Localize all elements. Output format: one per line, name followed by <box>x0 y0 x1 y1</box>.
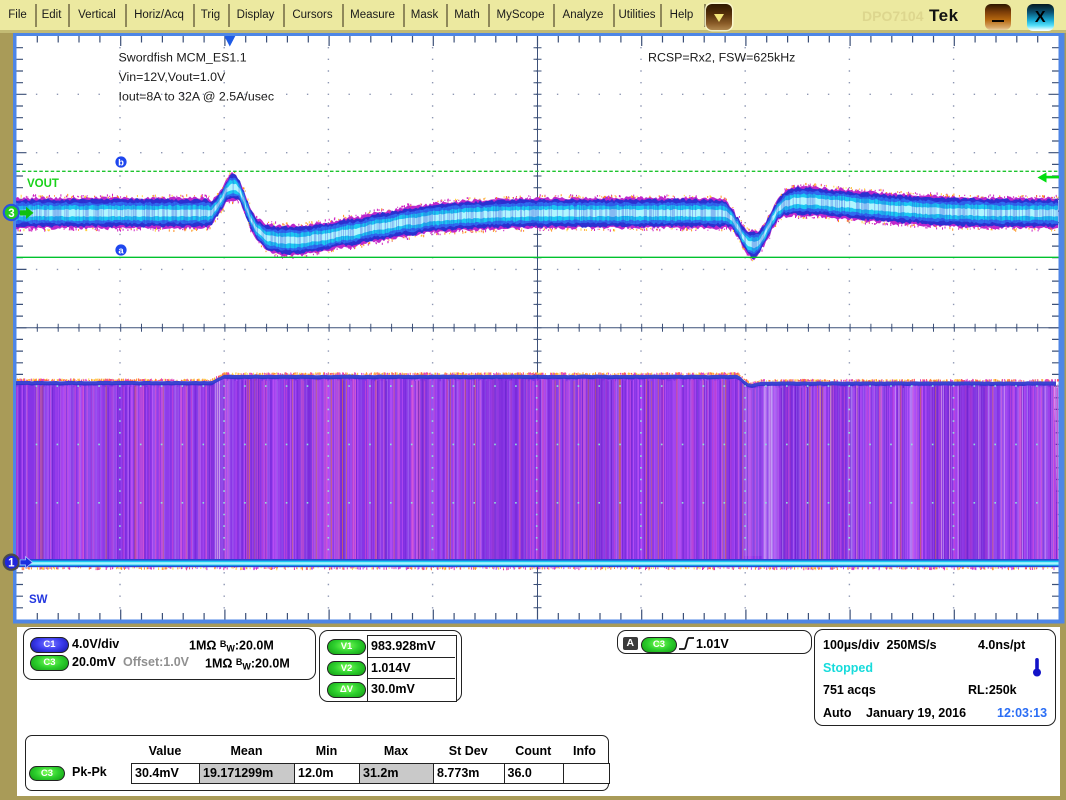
svg-text:Iout=8A to 32A @ 2.5A/usec: Iout=8A to 32A @ 2.5A/usec <box>119 90 275 104</box>
svg-text:a: a <box>118 245 124 256</box>
svg-text:Swordfish MCM_ES1.1: Swordfish MCM_ES1.1 <box>119 51 247 65</box>
svg-text:SW: SW <box>29 594 48 606</box>
svg-text:3: 3 <box>8 208 14 220</box>
svg-text:Vin=12V,Vout=1.0V: Vin=12V,Vout=1.0V <box>119 70 227 84</box>
svg-text:VOUT: VOUT <box>27 178 59 190</box>
svg-text:1: 1 <box>8 558 15 570</box>
svg-text:RCSP=Rx2, FSW=625kHz: RCSP=Rx2, FSW=625kHz <box>648 51 795 65</box>
svg-text:b: b <box>118 157 124 168</box>
